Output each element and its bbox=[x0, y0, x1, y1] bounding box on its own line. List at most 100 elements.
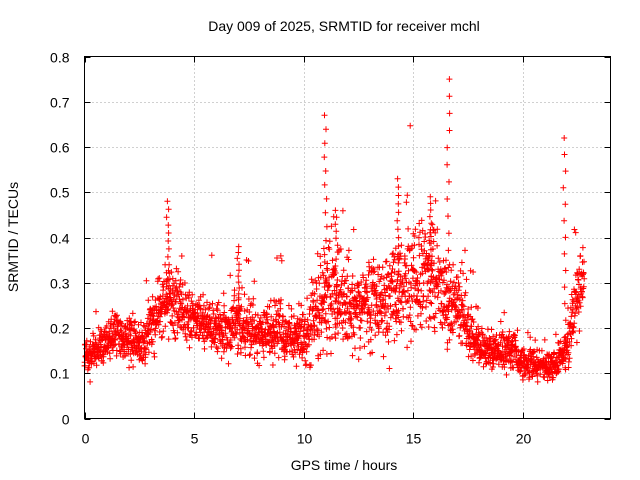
data-point bbox=[318, 329, 325, 336]
data-point bbox=[428, 246, 434, 253]
data-point bbox=[421, 238, 428, 245]
data-point bbox=[242, 344, 248, 351]
data-point bbox=[406, 312, 413, 319]
data-point bbox=[321, 251, 328, 258]
data-point bbox=[580, 283, 587, 290]
data-point bbox=[452, 283, 459, 290]
data-point bbox=[165, 206, 172, 213]
data-point bbox=[385, 338, 392, 345]
data-point bbox=[404, 192, 411, 199]
data-point bbox=[367, 336, 374, 343]
data-point bbox=[241, 291, 248, 298]
data-point bbox=[332, 270, 339, 276]
data-point bbox=[321, 112, 328, 119]
data-point bbox=[233, 331, 240, 338]
data-point bbox=[267, 348, 273, 355]
data-point bbox=[378, 318, 385, 325]
data-point bbox=[214, 307, 221, 314]
data-point bbox=[562, 201, 569, 208]
data-point bbox=[571, 226, 578, 233]
data-point bbox=[347, 311, 354, 317]
data-point bbox=[429, 253, 435, 260]
data-point bbox=[250, 295, 257, 302]
data-point bbox=[490, 360, 497, 367]
data-point bbox=[285, 302, 292, 309]
data-point bbox=[565, 358, 572, 365]
data-point bbox=[145, 349, 152, 356]
data-point bbox=[427, 299, 434, 306]
data-point bbox=[131, 319, 138, 326]
data-point bbox=[128, 357, 135, 364]
data-point bbox=[505, 339, 512, 346]
data-point bbox=[345, 285, 352, 292]
data-point bbox=[458, 259, 465, 266]
data-point bbox=[164, 253, 171, 260]
data-point bbox=[322, 168, 329, 174]
data-point bbox=[267, 297, 274, 304]
data-point bbox=[438, 321, 445, 328]
data-point bbox=[323, 325, 330, 332]
data-point bbox=[562, 333, 569, 340]
data-point bbox=[316, 280, 323, 287]
data-point bbox=[349, 281, 356, 288]
data-point bbox=[220, 348, 227, 355]
data-point bbox=[490, 333, 497, 340]
data-point bbox=[410, 254, 417, 261]
data-point bbox=[446, 93, 453, 100]
data-point bbox=[428, 273, 435, 280]
data-point bbox=[178, 253, 185, 259]
data-point bbox=[310, 323, 317, 330]
data-point bbox=[349, 273, 356, 279]
data-point bbox=[448, 267, 455, 274]
data-point bbox=[482, 350, 489, 357]
data-point bbox=[82, 362, 89, 369]
data-point bbox=[445, 247, 452, 254]
data-point bbox=[233, 314, 240, 321]
data-point bbox=[460, 270, 467, 277]
data-point bbox=[579, 294, 586, 301]
data-point bbox=[202, 306, 209, 313]
data-point bbox=[237, 315, 243, 322]
data-point bbox=[172, 277, 179, 284]
data-point bbox=[527, 334, 534, 341]
data-point bbox=[333, 290, 340, 297]
data-point bbox=[579, 244, 586, 251]
x-tick-label: 20 bbox=[516, 431, 532, 447]
data-point bbox=[165, 285, 172, 292]
data-point bbox=[130, 363, 137, 370]
data-point bbox=[246, 352, 253, 359]
data-point bbox=[172, 335, 179, 342]
data-point bbox=[319, 307, 326, 313]
data-point bbox=[456, 332, 463, 339]
data-point bbox=[391, 337, 398, 344]
data-point bbox=[430, 313, 437, 320]
data-point bbox=[333, 228, 340, 235]
data-point bbox=[391, 253, 398, 260]
data-point bbox=[386, 262, 393, 269]
data-point bbox=[320, 347, 327, 354]
data-point bbox=[90, 332, 97, 339]
data-point bbox=[374, 304, 381, 310]
data-point bbox=[398, 319, 404, 326]
data-point bbox=[314, 306, 321, 313]
data-point bbox=[574, 304, 581, 311]
data-point bbox=[142, 360, 149, 367]
data-point bbox=[372, 332, 379, 339]
data-point bbox=[442, 311, 449, 318]
data-point bbox=[387, 303, 394, 310]
data-point bbox=[100, 359, 107, 366]
axis-ticks bbox=[84, 56, 611, 420]
data-point bbox=[313, 314, 320, 321]
data-point bbox=[231, 287, 238, 294]
data-point bbox=[168, 269, 175, 276]
data-point bbox=[195, 297, 202, 304]
data-point bbox=[370, 308, 377, 315]
data-point bbox=[404, 287, 411, 294]
data-point bbox=[394, 217, 401, 224]
data-point bbox=[442, 289, 449, 296]
data-point bbox=[246, 309, 253, 315]
data-point bbox=[470, 269, 477, 275]
data-point bbox=[431, 314, 438, 321]
data-point bbox=[446, 336, 453, 343]
data-point bbox=[444, 144, 451, 151]
